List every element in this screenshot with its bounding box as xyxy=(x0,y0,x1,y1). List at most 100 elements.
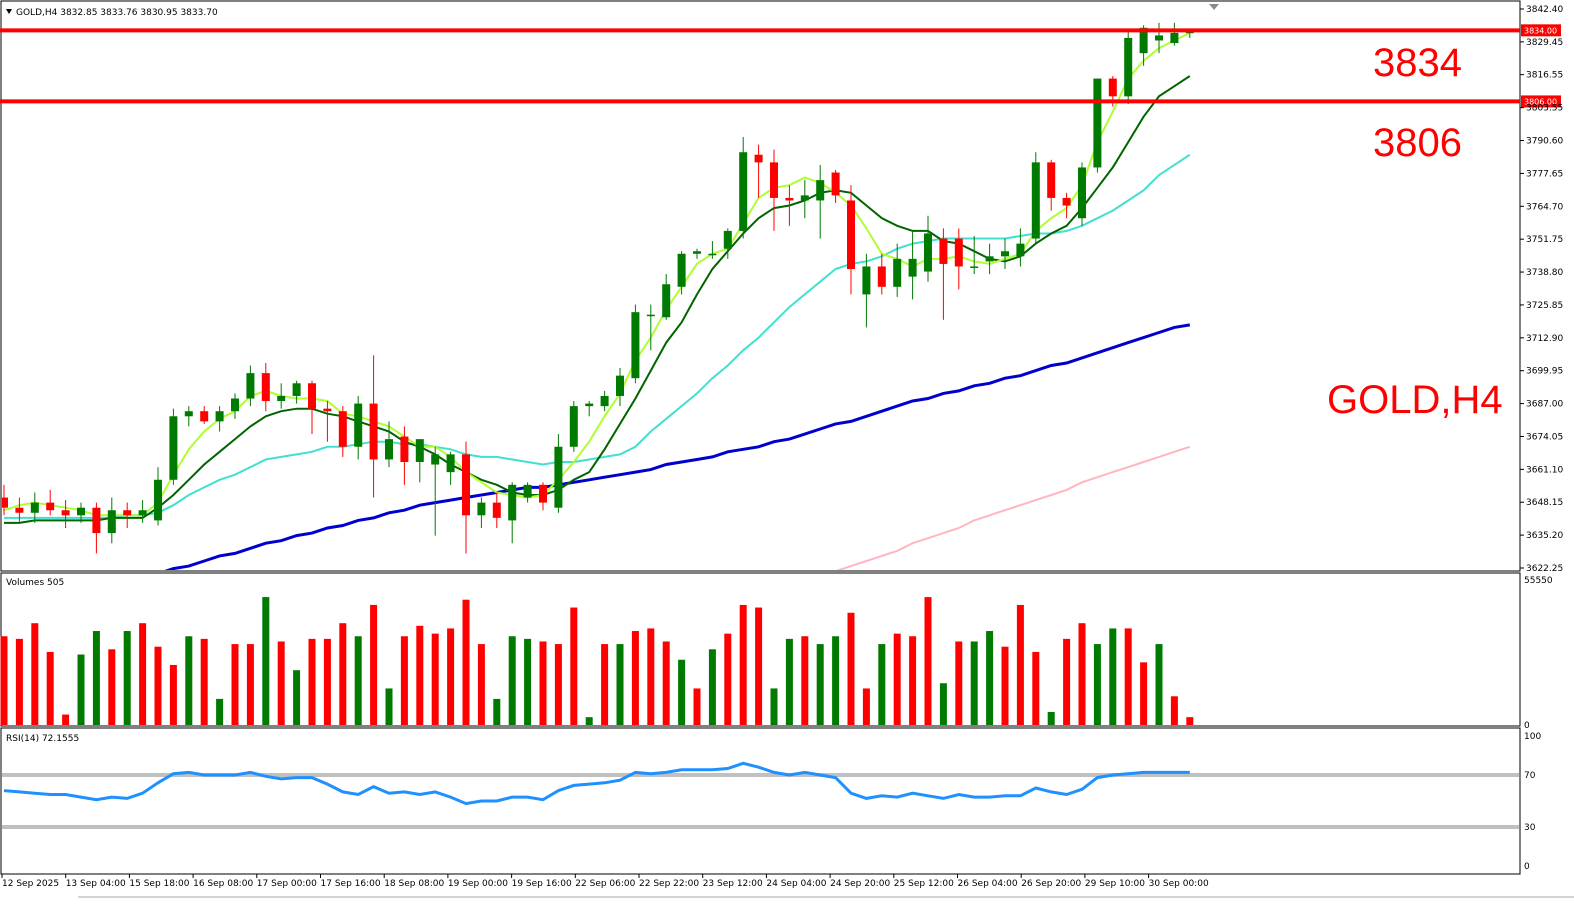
candle-body xyxy=(123,510,132,516)
candle-body xyxy=(569,406,578,447)
level-3834-annotation: 3834 xyxy=(1373,41,1462,85)
volume-bar xyxy=(508,636,516,725)
price-clipped xyxy=(2,22,1194,570)
candle-body xyxy=(61,510,70,516)
volume-bar xyxy=(955,641,963,725)
time-tick-label: 22 Sep 06:00 xyxy=(575,879,635,889)
volume-bar xyxy=(431,633,439,725)
volume-bar xyxy=(1155,644,1163,725)
candle-body xyxy=(323,408,332,412)
rsi-tick-label: 70 xyxy=(1524,771,1536,781)
volume-bar xyxy=(277,641,285,725)
candle-body xyxy=(954,238,963,267)
symbol-ohlc-header: GOLD,H4 3832.85 3833.76 3830.95 3833.70 xyxy=(16,8,218,18)
volume-bar xyxy=(662,641,670,725)
volume-bar xyxy=(447,628,455,725)
price-marks xyxy=(0,22,1520,570)
volume-bar xyxy=(0,636,8,725)
volume-bar xyxy=(1109,628,1117,725)
volume-bar xyxy=(939,683,947,725)
candle-body xyxy=(277,395,286,402)
candle-body xyxy=(446,454,455,473)
shift-marker-icon[interactable] xyxy=(1209,4,1219,10)
candle-body xyxy=(985,256,994,262)
time-tick-label: 17 Sep 16:00 xyxy=(321,879,381,889)
volume-bar xyxy=(708,649,716,725)
price-tick-label: 3777.65 xyxy=(1526,169,1563,179)
candle-body xyxy=(908,258,917,277)
axis-labels: 3834.00 3806.00 3842.40 3829.45 3816.55 3803.… xyxy=(1,5,1563,889)
candle-body xyxy=(462,454,470,516)
ma-pink-line xyxy=(836,445,1191,570)
rsi-tick-label: 30 xyxy=(1524,823,1536,833)
volume-tick-label: 0 xyxy=(1524,721,1530,731)
candle-body xyxy=(677,253,686,287)
time-tick-label: 19 Sep 00:00 xyxy=(448,879,508,889)
candle-body xyxy=(970,266,979,268)
volume-bar xyxy=(801,636,809,725)
candle-body xyxy=(169,416,178,480)
candle-body xyxy=(77,507,85,516)
candle-body xyxy=(92,507,101,534)
ma-cyan-line xyxy=(4,153,1191,519)
volume-bar xyxy=(92,631,100,725)
price-tick-label: 3687.00 xyxy=(1526,400,1563,410)
volume-bar xyxy=(15,638,23,725)
candle-body xyxy=(2,497,8,508)
volume-bar xyxy=(31,623,39,725)
candle-body xyxy=(754,154,763,163)
candle-body xyxy=(1031,162,1040,239)
volume-bar xyxy=(755,607,763,725)
menu-triangle-icon[interactable] xyxy=(6,9,12,14)
price-tick-label: 3751.75 xyxy=(1526,235,1563,245)
volume-bar xyxy=(1032,651,1040,725)
candle-body xyxy=(154,479,162,521)
ma-blue-line xyxy=(164,323,1191,570)
time-tick-label: 19 Sep 16:00 xyxy=(512,879,572,889)
candle-body xyxy=(1139,27,1148,54)
candle-body xyxy=(338,411,347,447)
volume-bar xyxy=(339,623,347,725)
volume-bar xyxy=(847,612,855,725)
candle-body xyxy=(385,439,393,460)
rsi-line xyxy=(3,761,1190,806)
candle-body xyxy=(107,510,116,534)
volume-bar xyxy=(323,638,331,725)
volume-bar xyxy=(400,636,408,725)
level-price-tag-label: 3834.00 xyxy=(1524,26,1557,35)
candle-body xyxy=(539,484,547,503)
volume-bar xyxy=(785,638,793,725)
candle-body xyxy=(1093,78,1102,168)
candle-body xyxy=(585,403,594,407)
volume-bar xyxy=(1170,696,1178,725)
time-tick-label: 17 Sep 00:00 xyxy=(257,879,317,889)
price-tick-label: 3790.60 xyxy=(1526,137,1563,147)
volume-bar xyxy=(477,644,485,725)
price-tick-label: 3829.45 xyxy=(1526,38,1563,48)
candle-body xyxy=(231,398,239,412)
volume-bar xyxy=(616,644,624,725)
candle-body xyxy=(1155,35,1163,41)
candle-body xyxy=(138,510,147,516)
volume-bar xyxy=(601,644,609,725)
candle-body xyxy=(847,200,855,270)
volume-bar xyxy=(46,651,54,725)
candle-body xyxy=(400,436,409,462)
time-tick-label: 13 Sep 04:00 xyxy=(66,879,126,889)
level-price-tag xyxy=(1521,95,1561,108)
candle-body xyxy=(200,411,209,422)
volume-bar xyxy=(216,698,224,725)
candle-body xyxy=(800,195,809,201)
candle-body xyxy=(1108,78,1117,97)
time-tick-label: 12 Sep 2025 xyxy=(2,879,59,889)
volume-bar xyxy=(862,688,870,725)
volume-bar xyxy=(493,698,501,725)
volume-bar xyxy=(554,644,562,725)
level-price-tag xyxy=(1521,24,1561,37)
rsi-panel-frame xyxy=(0,727,1521,875)
volume-bar xyxy=(524,638,532,725)
symbol-annotation: GOLD,H4 xyxy=(1327,378,1503,422)
price-tick-label: 3674.05 xyxy=(1526,432,1563,442)
volume-bar xyxy=(724,633,732,725)
